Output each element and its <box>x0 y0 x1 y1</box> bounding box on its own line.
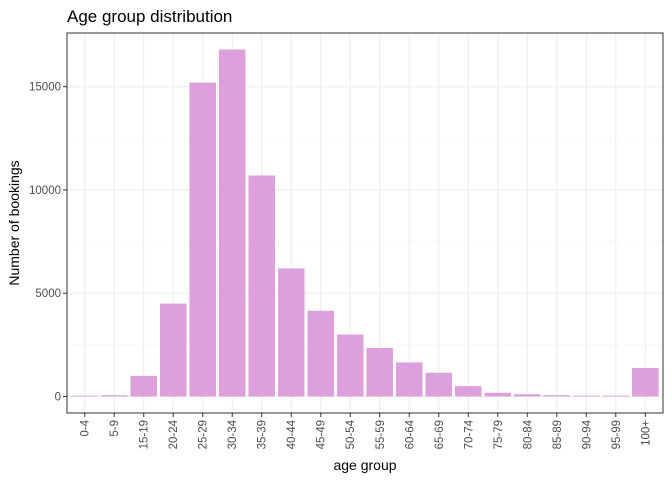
bar-75-79 <box>484 392 512 397</box>
x-tick-label: 30-34 <box>227 419 239 449</box>
x-tick-label: 75-79 <box>493 420 505 449</box>
bar-35-39 <box>248 175 276 397</box>
y-tick-label: 15000 <box>29 82 61 94</box>
x-tick-label: 15-19 <box>139 420 151 449</box>
bar-30-34 <box>218 49 246 397</box>
bars <box>71 49 659 397</box>
grid <box>67 33 663 413</box>
bar-80-84 <box>514 394 541 397</box>
y-axis: 0 5000 10000 15000 <box>29 82 67 403</box>
bar-95-99 <box>602 395 630 397</box>
x-tick-label: 35-39 <box>257 420 269 449</box>
x-tick-label: 95-99 <box>611 420 623 449</box>
bar-60-64 <box>395 362 423 397</box>
x-tick-label: 90-94 <box>581 419 593 449</box>
x-tick-label: 40-44 <box>286 419 298 449</box>
bar-45-49 <box>307 310 335 397</box>
bar-15-19 <box>130 375 157 397</box>
bar-55-59 <box>366 347 394 397</box>
y-tick-label: 0 <box>55 391 61 403</box>
chart-title: Age group distribution <box>67 7 232 26</box>
y-tick-label: 5000 <box>35 288 61 300</box>
bar-5-9 <box>100 395 128 397</box>
bar-100+ <box>632 367 659 397</box>
y-axis-title: Number of bookings <box>6 160 22 285</box>
x-tick-label: 60-64 <box>404 419 416 449</box>
x-tick-label: 20-24 <box>168 419 180 449</box>
x-tick-label: 50-54 <box>345 419 357 449</box>
bar-20-24 <box>159 303 187 397</box>
x-tick-label: 0-4 <box>80 419 92 436</box>
x-axis: 0-4 5-9 15-19 20-24 25-29 30-34 35-39 40-44 45-4… <box>80 413 652 449</box>
x-tick-label: 45-49 <box>316 420 328 449</box>
bar-0-4 <box>71 395 98 397</box>
y-tick-label: 10000 <box>29 185 61 197</box>
bar-50-54 <box>336 334 364 397</box>
x-tick-label: 25-29 <box>198 420 210 449</box>
x-tick-label: 85-89 <box>552 420 564 449</box>
x-tick-label: 5-9 <box>109 420 121 437</box>
bar-70-74 <box>454 386 482 397</box>
x-tick-label: 65-69 <box>434 420 446 449</box>
x-tick-label: 55-59 <box>375 420 387 449</box>
bar-90-94 <box>573 395 600 397</box>
x-axis-title: age group <box>333 457 396 473</box>
bar-25-29 <box>189 82 216 397</box>
x-tick-label: 100+ <box>640 420 652 446</box>
bar-85-89 <box>543 395 571 397</box>
panel-border <box>66 32 664 414</box>
bar-65-69 <box>425 372 453 397</box>
bar-40-44 <box>277 268 305 397</box>
x-tick-label: 80-84 <box>522 419 534 449</box>
x-tick-label: 70-74 <box>463 419 475 449</box>
